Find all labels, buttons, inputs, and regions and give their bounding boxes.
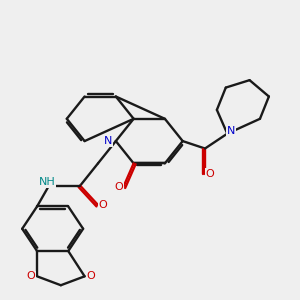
Text: O: O xyxy=(98,200,107,210)
Text: NH: NH xyxy=(39,177,56,187)
Text: O: O xyxy=(114,182,123,192)
Text: O: O xyxy=(205,169,214,179)
Text: O: O xyxy=(27,271,35,281)
Text: O: O xyxy=(86,271,95,281)
Text: N: N xyxy=(104,136,112,146)
Text: N: N xyxy=(227,126,235,136)
